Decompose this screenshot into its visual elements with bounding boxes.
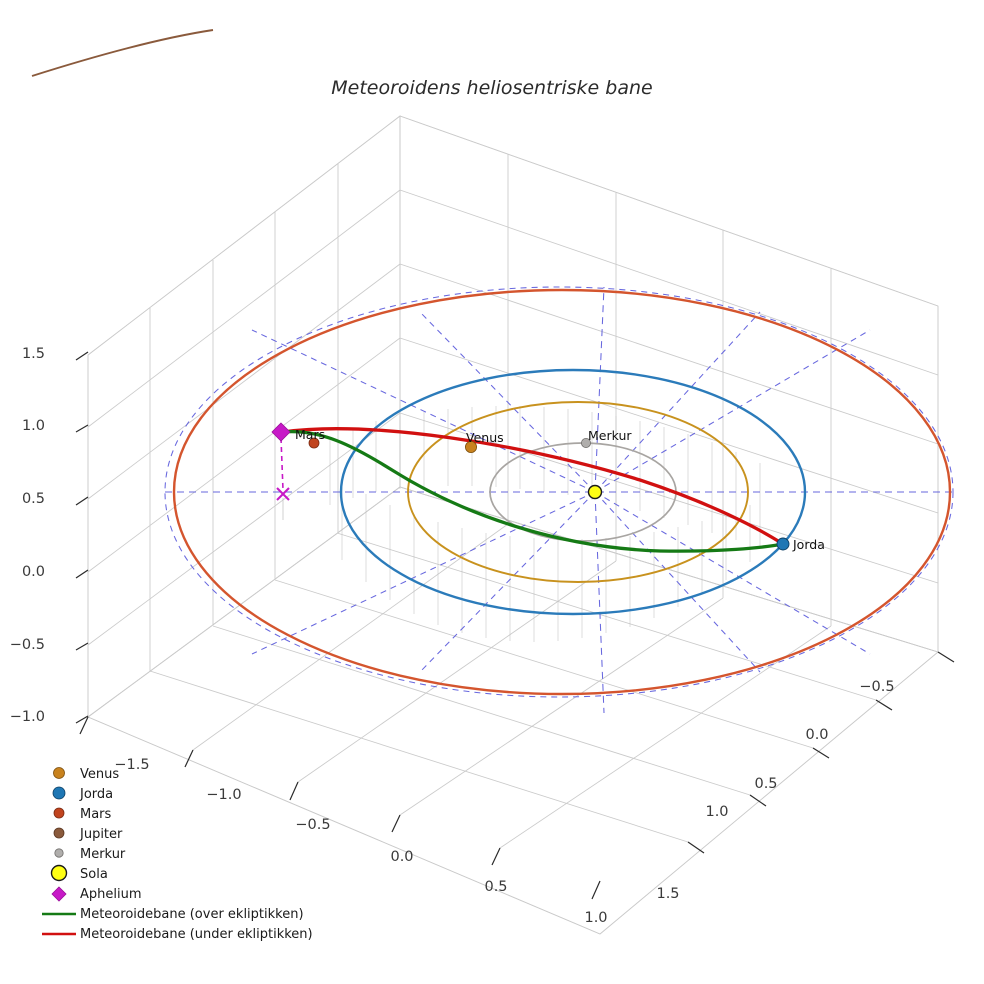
legend-marker-mars bbox=[53, 807, 65, 819]
y-tick-5: 1.5 bbox=[656, 886, 679, 902]
planet-label-jorda: Jorda bbox=[792, 537, 825, 552]
planet-label-venus: Venus bbox=[466, 430, 504, 445]
legend-marker-jupiter bbox=[53, 827, 65, 839]
legend: Venus Jorda Mars Jupiter Merkur Sola Aph… bbox=[42, 767, 313, 942]
planet-label-merkur: Merkur bbox=[588, 428, 632, 443]
y-axis-ticks bbox=[687, 651, 955, 854]
meteoroid-path-over-ecliptic bbox=[281, 429, 785, 553]
legend-label-sola: Sola bbox=[80, 867, 108, 882]
aphelium-projection-x-marker bbox=[276, 487, 290, 501]
z-tick-1: 1.5 bbox=[22, 346, 45, 362]
x-tick-1: −1.5 bbox=[114, 757, 149, 773]
planet-marker-venus bbox=[464, 440, 477, 453]
jupiter-orbit-arc bbox=[31, 29, 214, 77]
legend-marker-aphelium bbox=[51, 886, 67, 902]
x-axis-ticks bbox=[79, 716, 601, 900]
legend-marker-merkur bbox=[54, 848, 64, 858]
legend-marker-sola bbox=[50, 864, 68, 882]
z-tick-4: 0.0 bbox=[22, 564, 45, 580]
z-tick-6: −1.0 bbox=[10, 709, 45, 725]
legend-label-aphelium: Aphelium bbox=[80, 887, 142, 902]
legend-label-mars: Mars bbox=[80, 807, 112, 822]
legend-label-under-ecliptic: Meteoroidebane (under ekliptikken) bbox=[80, 927, 313, 942]
orbit-mars bbox=[172, 288, 952, 696]
y-tick-4: 1.0 bbox=[705, 804, 728, 820]
planet-label-mars: Mars bbox=[295, 427, 325, 442]
x-tick-3: −0.5 bbox=[295, 817, 330, 833]
z-axis-ticks bbox=[75, 351, 89, 724]
legend-label-over-ecliptic: Meteoroidebane (over ekliptikken) bbox=[80, 907, 304, 922]
y-tick-3: 0.5 bbox=[754, 776, 777, 792]
z-tick-3: 0.5 bbox=[22, 491, 45, 507]
x-tick-6: 1.0 bbox=[584, 910, 607, 926]
orbit-venus bbox=[407, 401, 749, 583]
planet-marker-mars bbox=[308, 437, 320, 449]
x-tick-4: 0.0 bbox=[390, 849, 413, 865]
sun-marker bbox=[587, 484, 603, 500]
planet-marker-merkur bbox=[581, 437, 592, 448]
legend-marker-jorda bbox=[52, 786, 66, 800]
legend-label-jorda: Jorda bbox=[79, 787, 113, 802]
legend-label-jupiter: Jupiter bbox=[79, 827, 123, 842]
aphelium-projection bbox=[280, 437, 284, 520]
axes-panes-grid bbox=[87, 115, 939, 935]
z-tick-5: −0.5 bbox=[10, 637, 45, 653]
planet-marker-jorda bbox=[776, 537, 790, 551]
y-tick-2: 0.0 bbox=[805, 727, 828, 743]
page-title: Meteoroidens heliosentriske bane bbox=[331, 77, 652, 99]
aphelium-marker bbox=[271, 422, 291, 442]
meteoroid-path-under-ecliptic bbox=[281, 427, 785, 546]
legend-marker-venus bbox=[53, 767, 65, 779]
z-tick-2: 1.0 bbox=[22, 418, 45, 434]
x-tick-2: −1.0 bbox=[206, 787, 241, 803]
legend-label-merkur: Merkur bbox=[80, 847, 126, 862]
orbit-jorda bbox=[339, 368, 807, 616]
x-tick-5: 0.5 bbox=[484, 879, 507, 895]
y-tick-1: −0.5 bbox=[859, 679, 894, 695]
legend-label-venus: Venus bbox=[80, 767, 119, 782]
